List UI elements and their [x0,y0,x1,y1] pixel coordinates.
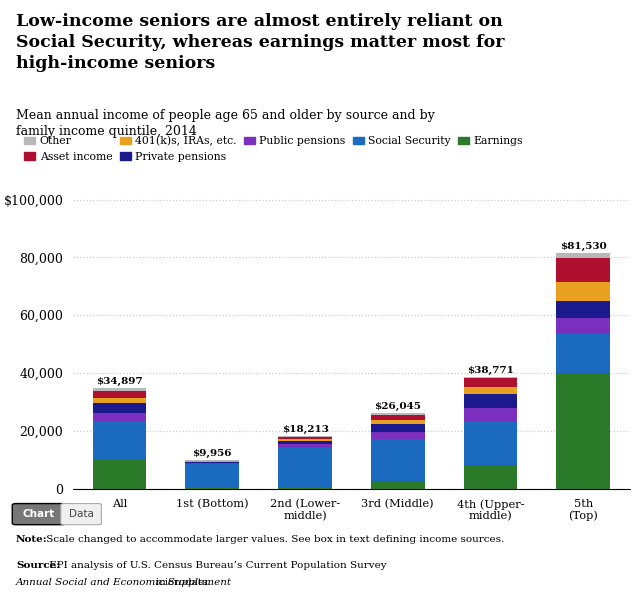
Bar [371,415,425,420]
Bar [93,398,146,403]
Bar [371,439,425,481]
Bar [556,259,610,282]
Text: Data: Data [69,509,93,519]
Bar [93,388,146,390]
Bar [185,462,239,463]
Bar [464,387,518,395]
Text: $9,956: $9,956 [193,449,232,458]
Bar [464,465,518,489]
Bar [185,464,239,488]
Bar [464,395,518,409]
Bar [93,413,146,421]
Bar [371,413,425,415]
Text: Note:: Note: [16,535,48,544]
Text: $26,045: $26,045 [375,402,421,412]
Text: $38,771: $38,771 [467,365,514,375]
Bar [93,403,146,413]
Text: Annual Social and Economic Supplement: Annual Social and Economic Supplement [16,578,232,587]
Text: $81,530: $81,530 [560,242,607,251]
Bar [93,459,146,489]
Text: $34,897: $34,897 [96,377,143,385]
Text: microdata.: microdata. [156,578,212,587]
Legend: Other, Asset income, 401(k)s, IRAs, etc., Private pensions, Public pensions, Soc: Other, Asset income, 401(k)s, IRAs, etc.… [25,136,523,161]
Bar [556,282,610,302]
Bar [371,481,425,489]
Bar [371,432,425,439]
FancyBboxPatch shape [12,504,66,524]
Bar [556,302,610,318]
Bar [278,437,332,439]
Bar [556,318,610,334]
Bar [371,424,425,432]
Bar [185,463,239,464]
Text: Scale changed to accommodate larger values. See box in text defining income sour: Scale changed to accommodate larger valu… [43,535,504,544]
Text: EPI analysis of U.S. Census Bureau’s Current Population Survey: EPI analysis of U.S. Census Bureau’s Cur… [46,561,391,571]
Bar [278,444,332,448]
Bar [464,409,518,421]
Bar [278,439,332,441]
Bar [278,487,332,489]
Bar [464,421,518,465]
Bar [556,253,610,259]
Bar [371,420,425,424]
Text: Source:: Source: [16,561,60,571]
FancyBboxPatch shape [61,504,101,524]
Bar [556,374,610,489]
Bar [185,460,239,461]
Bar [278,448,332,487]
Bar [93,421,146,459]
Bar [93,390,146,398]
Bar [278,441,332,444]
Bar [464,378,518,387]
Bar [278,436,332,437]
Bar [464,376,518,378]
Text: $18,213: $18,213 [282,425,328,434]
Text: Mean annual income of people age 65 and older by source and by
family income qui: Mean annual income of people age 65 and … [16,109,435,138]
Bar [556,334,610,374]
Bar [185,488,239,489]
Text: Low-income seniors are almost entirely reliant on
Social Security, whereas earni: Low-income seniors are almost entirely r… [16,13,504,72]
Text: Chart: Chart [23,509,55,519]
